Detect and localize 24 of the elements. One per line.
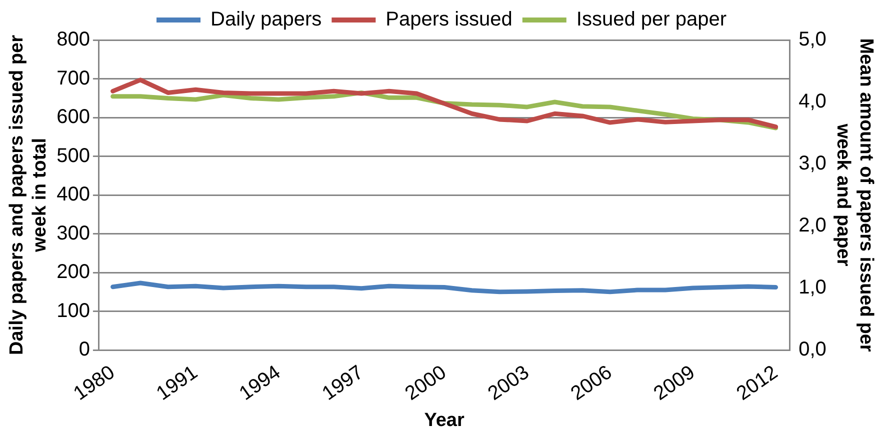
y2-axis-title: Mean amount of papers issued per week and paper bbox=[832, 38, 876, 352]
x-tick-label: 1980 bbox=[70, 361, 119, 405]
y-tick-label: 300 bbox=[56, 222, 90, 244]
y2-tick-label: 5,0 bbox=[798, 28, 826, 51]
y2-tick-label: 2,0 bbox=[798, 214, 826, 237]
y-axis-title: Daily papers and papers issued per week in total bbox=[6, 34, 50, 355]
y-tick-label: 600 bbox=[56, 106, 90, 128]
legend-label: Papers issued bbox=[386, 8, 512, 31]
x-tick-label: 1991 bbox=[152, 361, 202, 405]
y2-tick-label: 1,0 bbox=[798, 276, 826, 299]
y2-tick-label: 0,0 bbox=[798, 338, 826, 361]
y-tick-label: 100 bbox=[56, 300, 90, 322]
y-tick-label: 400 bbox=[56, 184, 90, 206]
legend-label: Issued per paper bbox=[576, 8, 727, 31]
y-tick-label: 0 bbox=[78, 338, 90, 361]
legend-label: Daily papers bbox=[210, 8, 322, 31]
x-tick-label: 2009 bbox=[650, 361, 699, 405]
x-axis-title: Year bbox=[424, 410, 465, 431]
y-tick-label: 500 bbox=[56, 144, 90, 167]
y-tick-label: 700 bbox=[56, 67, 90, 90]
y-tick-label: 200 bbox=[56, 261, 90, 284]
y-tick-label: 800 bbox=[56, 28, 90, 51]
y2-tick-label: 4,0 bbox=[798, 90, 826, 113]
y2-tick-label: 3,0 bbox=[798, 152, 826, 175]
